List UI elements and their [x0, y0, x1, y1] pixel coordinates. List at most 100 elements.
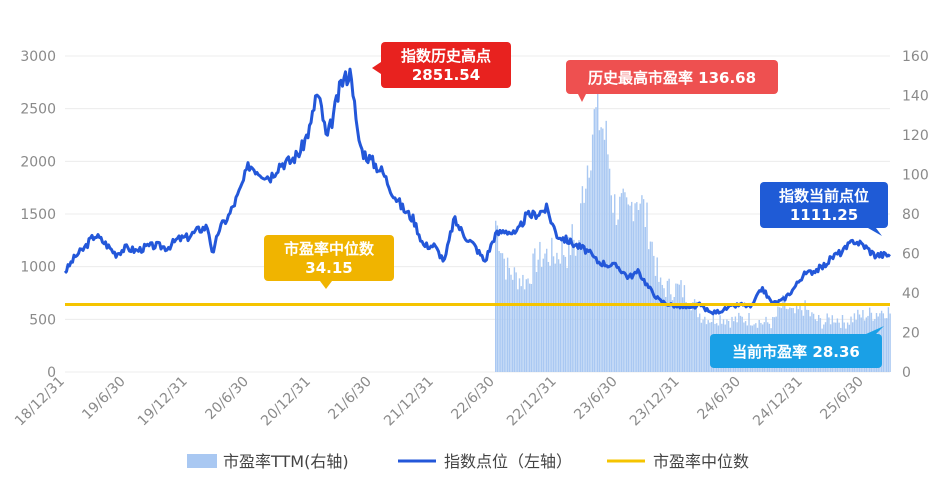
callout-pe-current-box: [710, 334, 882, 368]
pe-bar: [564, 256, 567, 372]
pe-bar: [697, 317, 699, 372]
pe-bar: [530, 283, 533, 372]
right-tick-label: 0: [902, 365, 911, 381]
pe-bar: [517, 289, 519, 372]
pe-bar: [527, 278, 529, 372]
pe-bar: [882, 313, 885, 372]
pe-bar: [512, 279, 514, 372]
callout-pe-median-title: 市盈率中位数: [284, 240, 375, 258]
callout-pe-median-pointer: [320, 281, 332, 289]
x-tick-label: 23/6/30: [571, 374, 620, 423]
x-tick-label: 22/12/31: [504, 374, 560, 430]
pe-bar: [581, 186, 584, 372]
legend: 市盈率TTM(右轴) 指数点位（左轴） 市盈率中位数: [187, 452, 749, 471]
pe-bar: [700, 322, 703, 372]
callout-max-pe: 历史最高市盈率 136.68: [566, 60, 778, 102]
pe-bar: [884, 318, 886, 372]
pe-bar: [588, 177, 590, 372]
callout-max-pe-label: 历史最高市盈率 136.68: [588, 69, 756, 87]
pe-bar: [705, 324, 708, 372]
right-tick-label: 80: [902, 207, 920, 223]
x-axis-ticks: 18/12/31 19/6/30 19/12/31 20/6/30 20/12/31 21…: [12, 374, 867, 430]
pe-bar: [513, 267, 516, 372]
left-tick-label: 1500: [20, 207, 56, 223]
legend-label: 市盈率TTM(右轴): [223, 452, 349, 471]
pe-bar: [641, 195, 643, 372]
pe-bar: [605, 120, 607, 372]
left-tick-label: 0: [47, 365, 56, 381]
pe-bar: [665, 296, 667, 372]
pe-bar: [505, 279, 507, 372]
pe-bar: [580, 203, 582, 372]
pe-bar: [600, 127, 602, 372]
left-tick-label: 2500: [20, 102, 56, 118]
pe-bar: [663, 288, 665, 372]
x-tick-label: 20/6/30: [203, 374, 252, 423]
pe-bar: [593, 109, 596, 373]
left-axis-ticks: 0 500 1000 1500 2000 2500 3000: [20, 49, 56, 381]
callout-index-high-value: 2851.54: [412, 66, 480, 84]
x-tick-label: 21/12/31: [381, 374, 437, 430]
pe-bar: [500, 253, 502, 372]
pe-bar: [632, 221, 635, 372]
right-tick-label: 140: [902, 89, 929, 105]
callout-pe-median-box: [264, 235, 394, 281]
pe-bar: [501, 253, 504, 372]
x-tick-label: 23/12/31: [627, 374, 683, 430]
pe-bar: [566, 267, 568, 372]
pe-bar: [676, 283, 679, 372]
pe-bar: [554, 263, 556, 372]
pe-bar: [540, 267, 543, 372]
pe-bar: [648, 249, 650, 372]
pe-bar: [624, 192, 626, 372]
callout-max-pe-pointer: [578, 94, 586, 102]
legend-label: 指数点位（左轴）: [444, 452, 572, 471]
pe-bar: [680, 280, 682, 372]
pe-bar: [782, 295, 784, 372]
pe-bar: [549, 265, 551, 372]
pe-bar: [683, 285, 686, 372]
x-tick-label: 20/12/31: [258, 374, 314, 430]
left-tick-label: 1000: [20, 260, 56, 276]
pe-bar: [520, 286, 522, 372]
legend-swatch: [187, 454, 217, 468]
right-tick-label: 100: [902, 168, 929, 184]
pe-bar: [619, 196, 621, 372]
pe-bar: [625, 197, 628, 372]
right-axis-ticks: 0 20 40 60 80 100 120 140 160: [902, 49, 929, 381]
callout-index-current-value: 1111.25: [790, 206, 858, 224]
pe-bar: [617, 219, 619, 372]
pe-bar: [704, 316, 706, 372]
pe-bar: [576, 249, 579, 372]
pe-bar: [687, 306, 689, 372]
pe-bar: [498, 251, 500, 372]
callout-index-current-pointer: [868, 228, 882, 236]
pe-bar: [651, 241, 653, 372]
pe-bar: [523, 289, 526, 372]
pe-bar: [688, 307, 691, 372]
pe-bar: [525, 279, 528, 372]
pe-bar: [653, 255, 655, 372]
pe-bar: [608, 168, 611, 372]
pe-bar: [518, 278, 521, 372]
pe-bar: [673, 296, 675, 372]
x-tick-label: 24/6/30: [695, 374, 744, 423]
pe-bar: [699, 313, 701, 372]
pe-bar: [535, 272, 538, 372]
pe-bar: [610, 195, 613, 372]
pe-bar: [508, 267, 511, 372]
pe-bar: [654, 275, 657, 372]
pe-bar: [659, 277, 662, 372]
x-tick-label: 21/6/30: [325, 374, 374, 423]
pe-bar: [886, 318, 888, 372]
pe-bar: [622, 188, 624, 372]
pe-bar: [658, 281, 660, 372]
pe-bar: [597, 79, 599, 373]
pe-bar: [615, 224, 618, 372]
pe-bar: [522, 274, 524, 372]
pe-bar: [695, 301, 698, 372]
pe-bar: [571, 224, 573, 372]
callout-index-high-title: 指数历史高点: [401, 47, 491, 65]
